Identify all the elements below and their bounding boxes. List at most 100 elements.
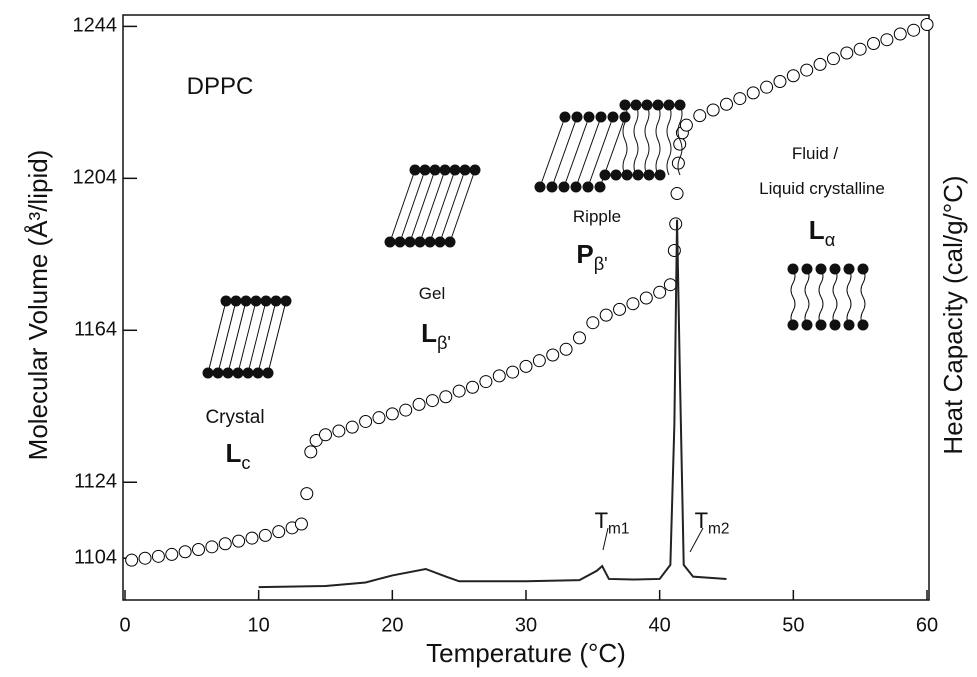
data-point <box>693 109 707 123</box>
lipid-head <box>202 367 214 379</box>
lipid-tail <box>409 169 436 243</box>
annotation-text: L <box>809 215 825 245</box>
lipid-head <box>570 181 582 193</box>
lipid-icon <box>599 99 686 181</box>
data-point <box>385 407 399 421</box>
annotation: Liquid crystalline <box>759 179 885 198</box>
annotation-text: Fluid / <box>792 144 839 163</box>
data-point <box>258 528 272 542</box>
lipid-tail <box>247 300 267 374</box>
lipid-head <box>619 99 631 111</box>
annotation-text: Gel <box>419 284 445 303</box>
data-point <box>720 97 733 111</box>
data-point <box>786 69 800 83</box>
data-point <box>867 36 881 50</box>
lipid-head <box>829 263 841 275</box>
y-tick-label: 1204 <box>73 167 118 189</box>
data-point <box>532 354 546 368</box>
data-point <box>412 397 426 411</box>
data-point <box>760 80 774 94</box>
lipid-head <box>621 169 633 181</box>
lipid-head <box>815 263 827 275</box>
lipid-tail <box>207 300 227 374</box>
x-tick-label: 0 <box>119 614 130 636</box>
lipid-head <box>559 111 571 123</box>
annotation-subscript: α <box>825 230 836 250</box>
lipid-tail <box>563 116 590 188</box>
data-point <box>479 375 493 389</box>
lipid-head <box>663 99 675 111</box>
annotation-text: L <box>226 438 242 468</box>
lipid-head <box>843 263 855 275</box>
data-point <box>586 316 600 330</box>
annotation: Lα <box>809 215 835 250</box>
lipid-head <box>599 169 611 181</box>
y-axis-label: Molecular Volume (Å³/lipid) <box>23 150 53 461</box>
lipid-head <box>434 236 446 248</box>
data-point <box>639 291 653 305</box>
y2-axis-label: Heat Capacity (cal/g/°C) <box>938 175 968 454</box>
lipid-head <box>414 236 426 248</box>
lipid-tail <box>237 300 257 374</box>
data-point <box>466 380 480 394</box>
lipid-head <box>857 263 869 275</box>
data-point <box>439 390 453 404</box>
y-tick-label: 1164 <box>74 319 117 341</box>
annotation: DPPC <box>187 73 254 100</box>
lipid-tail <box>804 268 810 326</box>
lipid-head <box>250 295 262 307</box>
data-point <box>359 414 373 428</box>
lipid-head <box>409 164 421 176</box>
data-point <box>192 542 206 556</box>
lipid-head <box>571 111 583 123</box>
annotation-text: Liquid crystalline <box>759 179 885 198</box>
x-tick-label: 20 <box>381 614 403 636</box>
lipid-head <box>801 263 813 275</box>
lipid-tail <box>790 268 796 326</box>
lipid-head <box>424 236 436 248</box>
lipid-head <box>643 169 655 181</box>
lipid-head <box>230 295 242 307</box>
data-point <box>492 369 506 383</box>
heat-capacity-line <box>258 219 727 589</box>
y-tick-label: 1124 <box>74 471 117 493</box>
lipid-head <box>801 319 813 331</box>
lipid-head <box>594 181 606 193</box>
lipid-head <box>674 99 686 111</box>
lipid-head <box>222 367 234 379</box>
lipid-tail <box>439 169 466 243</box>
data-point <box>506 365 520 379</box>
lipid-head <box>242 367 254 379</box>
data-point <box>663 278 677 292</box>
x-tick-label: 10 <box>248 614 270 636</box>
annotation-text: Ripple <box>573 207 621 226</box>
data-point <box>218 537 232 551</box>
lipid-head <box>787 319 799 331</box>
lipid-tail <box>399 169 426 243</box>
annotation: Tm2 <box>695 508 730 538</box>
lipid-head <box>654 169 666 181</box>
lipid-head <box>270 295 282 307</box>
data-point <box>138 551 152 565</box>
lipid-head <box>429 164 441 176</box>
data-point <box>773 74 787 88</box>
data-point <box>800 63 814 77</box>
data-point <box>294 517 308 531</box>
lipid-head <box>546 181 558 193</box>
lipid-head <box>641 99 653 111</box>
annotation: Tm1 <box>595 508 630 538</box>
annotation-text: P <box>576 239 593 269</box>
data-point <box>546 348 560 362</box>
lipid-head <box>632 169 644 181</box>
data-point <box>309 433 323 447</box>
data-point <box>653 285 667 299</box>
annotation-subscript: β' <box>594 254 608 274</box>
lipid-tail <box>846 268 852 326</box>
data-point <box>920 17 934 31</box>
lipid-tail <box>677 104 683 176</box>
lipid-tail <box>539 116 566 188</box>
data-point <box>178 545 192 559</box>
data-point <box>572 331 586 345</box>
lipid-tail <box>832 268 838 326</box>
